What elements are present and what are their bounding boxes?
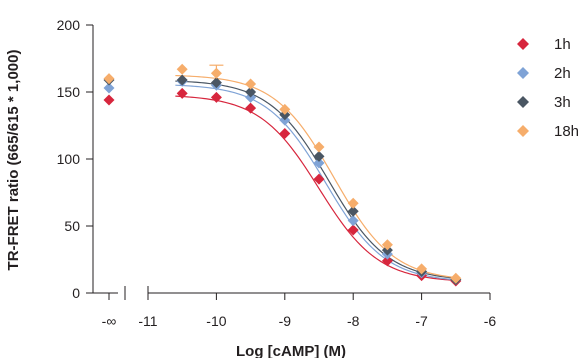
data-points	[103, 63, 462, 287]
x-axis-ticks: -11 -10 -9 -8 -7 -6	[138, 293, 496, 329]
legend-label-3h: 3h	[554, 94, 571, 111]
data-point-3h	[176, 74, 188, 86]
data-point-1h	[245, 102, 257, 114]
y-tick-label: 100	[57, 151, 81, 167]
y-tick-label: 50	[64, 218, 80, 234]
legend-label-2h: 2h	[554, 65, 571, 82]
legend-marker-1h	[517, 38, 529, 50]
fit-curve-2h	[175, 84, 460, 281]
data-point-18h	[210, 67, 222, 79]
data-point-2h-zero	[103, 82, 115, 94]
y-tick-label: 0	[72, 285, 80, 301]
data-point-1h	[381, 255, 393, 267]
data-point-3h	[313, 150, 325, 162]
x-tick-label: -6	[484, 313, 497, 329]
data-point-1h	[176, 87, 188, 99]
x-tick-label: -8	[347, 313, 360, 329]
y-axis-title: TR-FRET ratio (665/615 * 1,000)	[5, 50, 22, 271]
x-tick-label: -10	[206, 313, 226, 329]
data-point-18h	[176, 63, 188, 75]
legend-label-1h: 1h	[554, 36, 571, 53]
data-point-18h	[279, 103, 291, 115]
data-point-18h-zero	[103, 73, 115, 85]
data-point-18h	[450, 272, 462, 284]
x-tick-label: -9	[279, 313, 292, 329]
y-tick-label: 150	[57, 84, 81, 100]
data-point-3h	[245, 86, 257, 98]
x-axis-title: Log [cAMP] (M)	[236, 343, 346, 358]
legend: 1h 2h 3h 18h	[517, 36, 579, 140]
data-point-1h	[279, 128, 291, 140]
x-zero-tick-label: -∞	[102, 313, 117, 329]
data-point-18h	[313, 141, 325, 153]
axes-layer: -∞	[92, 25, 490, 329]
legend-marker-3h	[517, 96, 529, 108]
data-point-18h	[416, 263, 428, 275]
x-tick-label: -11	[138, 313, 157, 329]
legend-marker-18h	[517, 125, 529, 137]
data-point-18h	[381, 239, 393, 251]
legend-label-18h: 18h	[554, 123, 579, 140]
data-point-1h-zero	[103, 94, 115, 106]
legend-marker-2h	[517, 67, 529, 79]
data-point-1h	[313, 173, 325, 185]
data-point-2h	[313, 157, 325, 169]
data-point-1h	[347, 224, 359, 236]
data-point-18h	[347, 197, 359, 209]
data-point-1h	[210, 91, 222, 103]
data-point-3h	[210, 77, 222, 89]
data-point-2h	[347, 215, 359, 227]
x-tick-label: -7	[415, 313, 428, 329]
data-point-18h	[245, 78, 257, 90]
y-axis-ticks: 0 50 100 150 200	[57, 17, 93, 301]
data-point-3h	[347, 205, 359, 217]
fit-curve-1h	[175, 95, 460, 282]
y-tick-label: 200	[57, 17, 81, 33]
